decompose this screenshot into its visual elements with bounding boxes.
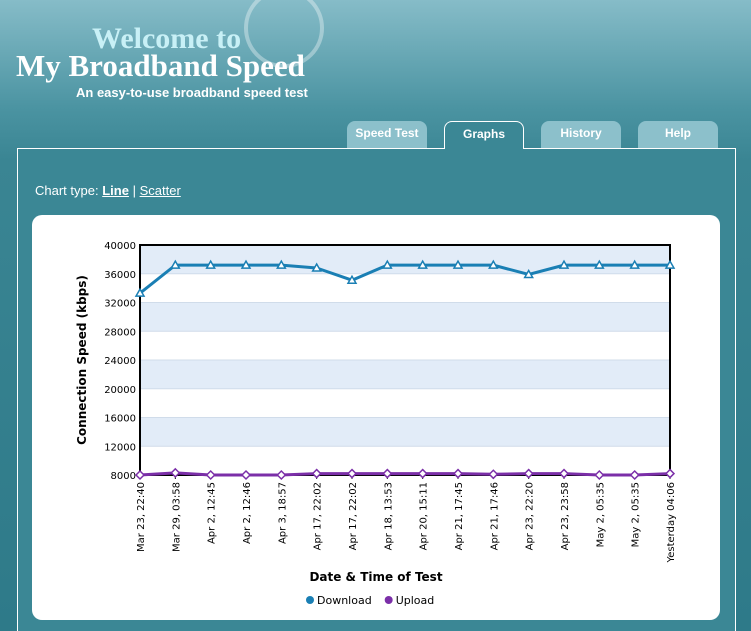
legend-label: Download — [317, 594, 372, 607]
point — [382, 468, 393, 479]
grid-band — [140, 388, 670, 418]
point — [417, 468, 428, 479]
point — [240, 259, 252, 269]
x-tick-label: May 2, 05:35 — [595, 482, 606, 547]
legend-label: Upload — [396, 594, 435, 607]
grid-band — [140, 417, 670, 447]
y-tick-label: 28000 — [104, 327, 136, 338]
x-tick-label: Mar 29, 03:58 — [171, 482, 182, 552]
separator: | — [132, 183, 136, 198]
point — [629, 469, 640, 481]
point — [205, 259, 216, 269]
x-tick-label: Apr 23, 23:58 — [560, 482, 571, 550]
legend-icon — [306, 596, 314, 604]
y-tick-label: 16000 — [104, 414, 136, 425]
point — [629, 259, 640, 269]
grid-band — [140, 360, 670, 389]
chart-type-option[interactable]: Scatter — [139, 183, 181, 198]
x-tick-label: Apr 18, 13:53 — [383, 482, 394, 550]
x-tick-label: May 2, 05:35 — [631, 482, 642, 547]
x-tick-label: Apr 2, 12:46 — [242, 482, 253, 544]
grid-band — [140, 302, 670, 332]
chart-type-option[interactable]: Line — [102, 183, 129, 198]
chart-type: Chart type: Line | Scatter — [35, 183, 181, 198]
point — [523, 268, 534, 279]
tab[interactable]: Graphs — [444, 121, 524, 149]
x-tick-label: Apr 23, 22:20 — [525, 482, 536, 550]
grid-band — [140, 446, 670, 475]
point — [382, 259, 393, 269]
point — [346, 274, 358, 284]
x-tick-label: Apr 21, 17:45 — [454, 482, 465, 550]
point — [558, 468, 570, 479]
point — [523, 468, 534, 479]
point — [134, 469, 146, 481]
legend-icon — [384, 596, 393, 604]
x-tick-label: Apr 17, 22:02 — [348, 482, 359, 550]
point — [594, 469, 605, 481]
point — [170, 467, 181, 478]
point — [311, 468, 322, 479]
point — [134, 287, 146, 297]
grid-band — [140, 331, 670, 360]
y-tick-label: 20000 — [104, 385, 136, 396]
y-tick-label: 32000 — [104, 299, 136, 310]
x-tick-label: Apr 20, 15:11 — [419, 482, 430, 550]
tab[interactable]: History — [541, 121, 621, 148]
chart-box: Date & Time of Test Connection Speed (kb… — [32, 215, 720, 620]
x-tick-label: Mar 23, 22:40 — [136, 482, 147, 552]
y-tick-label: 8000 — [111, 471, 136, 482]
y-tick-label: 24000 — [104, 356, 136, 367]
x-tick-label: Apr 21, 17:46 — [489, 482, 500, 550]
point — [170, 259, 181, 269]
point — [346, 468, 358, 479]
grid-band — [140, 273, 670, 303]
point — [558, 259, 570, 269]
point — [664, 468, 676, 479]
point — [417, 259, 428, 269]
x-tick-label: Yesterday 04:06 — [666, 482, 677, 564]
point — [276, 469, 287, 481]
x-tick-label: Apr 17, 22:02 — [313, 482, 324, 550]
series-line — [139, 471, 671, 477]
x-tick-label: Apr 3, 18:57 — [277, 482, 288, 544]
point — [488, 469, 499, 480]
point — [240, 469, 252, 481]
chart: Date & Time of Test Connection Speed (kb… — [75, 241, 677, 607]
gauge-logo — [244, 0, 324, 68]
y-axis-title: Connection Speed (kbps) — [75, 275, 89, 445]
series-line — [139, 263, 670, 295]
chart-type-label: Chart type: — [35, 183, 99, 198]
grid-band — [140, 245, 670, 274]
x-tick-label: Apr 2, 12:45 — [207, 482, 218, 544]
point — [452, 468, 464, 479]
point — [452, 259, 464, 269]
title-line1: Welcome to — [92, 22, 242, 55]
y-tick-label: 12000 — [104, 442, 136, 453]
point — [594, 259, 605, 269]
y-tick-label: 36000 — [104, 270, 136, 281]
point — [311, 262, 322, 272]
point — [205, 469, 216, 481]
title-line2: My Broadband Speed — [16, 48, 305, 83]
point — [276, 259, 287, 269]
y-tick-label: 40000 — [104, 241, 136, 252]
tab[interactable]: Speed Test — [347, 121, 427, 148]
point — [664, 259, 676, 269]
tagline: An easy-to-use broadband speed test — [76, 85, 308, 100]
point — [488, 259, 499, 269]
tab[interactable]: Help — [638, 121, 718, 148]
x-axis-title: Date & Time of Test — [309, 570, 442, 584]
